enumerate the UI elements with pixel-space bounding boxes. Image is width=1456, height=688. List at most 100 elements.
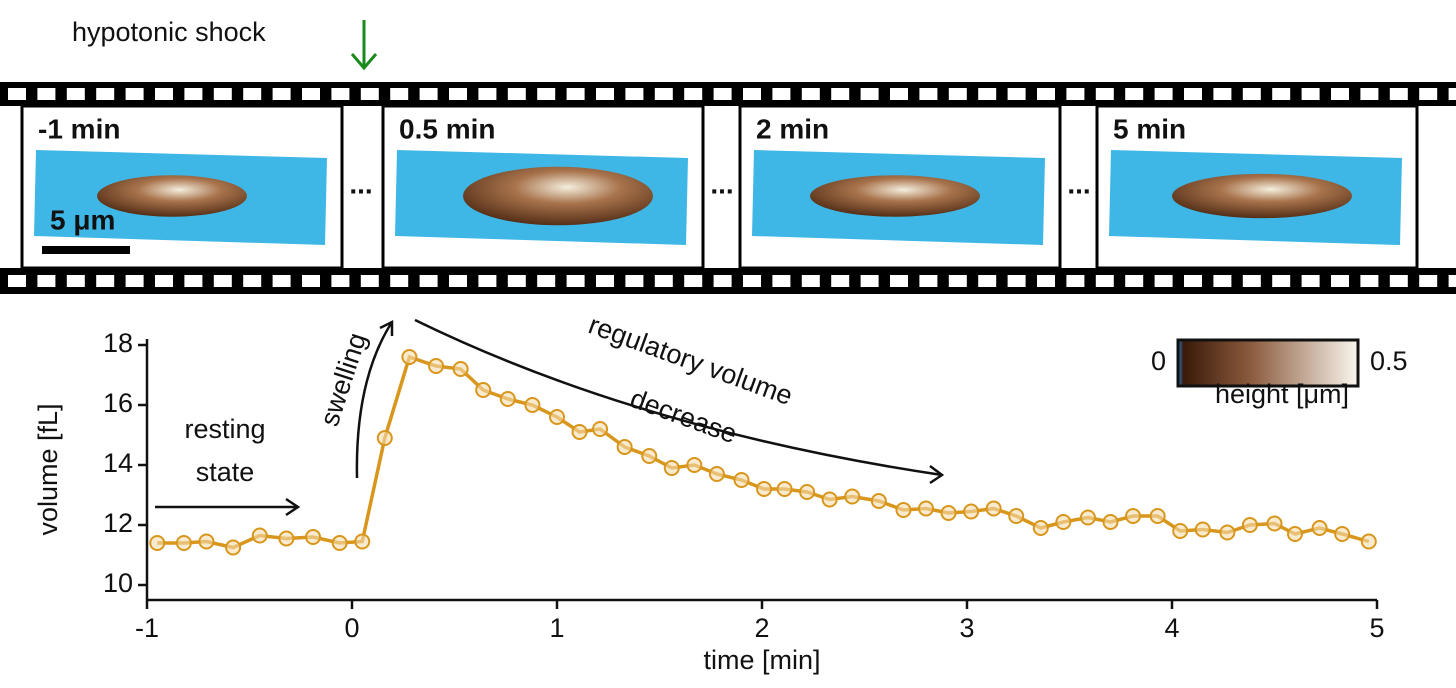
sprocket-hole	[743, 275, 761, 287]
x-tick-label: 2	[754, 613, 769, 643]
sprocket-hole	[596, 88, 614, 100]
y-tick-label: 10	[103, 568, 133, 598]
scale-bar-label: 5 μm	[50, 204, 115, 235]
event-label: hypotonic shock	[72, 17, 266, 47]
x-tick-label: 1	[549, 613, 564, 643]
data-point	[199, 535, 213, 549]
sprocket-hole	[861, 275, 879, 287]
data-point	[1243, 518, 1257, 532]
sprocket-hole	[1008, 88, 1026, 100]
sprocket-hole	[1155, 88, 1173, 100]
x-axis-label: time [min]	[703, 645, 820, 675]
sprocket-hole	[1272, 88, 1290, 100]
data-point	[1104, 515, 1118, 529]
sprocket-hole	[861, 88, 879, 100]
sprocket-hole	[655, 88, 673, 100]
data-point	[279, 532, 293, 546]
sprocket-hole	[919, 88, 937, 100]
sprocket-hole	[1360, 88, 1378, 100]
data-point	[593, 422, 607, 436]
sprocket-hole	[184, 275, 202, 287]
x-tick-label: 4	[1164, 613, 1179, 643]
x-tick-label: -1	[135, 613, 159, 643]
data-point	[476, 383, 490, 397]
sprocket-hole	[478, 88, 496, 100]
data-point	[942, 506, 956, 520]
data-point	[1009, 509, 1023, 523]
data-point	[1126, 509, 1140, 523]
sprocket-hole	[567, 275, 585, 287]
sprocket-hole	[1066, 275, 1084, 287]
sprocket-hole	[214, 88, 232, 100]
sprocket-hole	[949, 88, 967, 100]
sprocket-hole	[420, 275, 438, 287]
data-point	[525, 398, 539, 412]
sprocket-hole	[1037, 88, 1055, 100]
sprocket-hole	[1243, 275, 1261, 287]
sprocket-hole	[1449, 88, 1456, 100]
sprocket-hole	[596, 275, 614, 287]
frame-label: 0.5 min	[399, 113, 495, 144]
sprocket-hole	[1419, 275, 1437, 287]
scale-bar	[42, 246, 130, 254]
sprocket-hole	[273, 88, 291, 100]
sprocket-hole	[919, 275, 937, 287]
data-point	[665, 461, 679, 475]
data-point	[1268, 517, 1282, 531]
sprocket-hole	[1096, 275, 1114, 287]
y-tick-label: 18	[103, 328, 133, 358]
data-point	[1081, 511, 1095, 525]
sprocket-hole	[243, 275, 261, 287]
sprocket-hole	[449, 88, 467, 100]
data-point	[800, 485, 814, 499]
annotation: state	[196, 457, 255, 487]
data-point	[618, 440, 632, 454]
sprocket-hole	[1243, 88, 1261, 100]
x-tick-label: 5	[1369, 613, 1384, 643]
sprocket-hole	[890, 275, 908, 287]
sprocket-hole	[508, 275, 526, 287]
sprocket-hole	[1096, 88, 1114, 100]
data-point	[226, 541, 240, 555]
sprocket-hole	[743, 88, 761, 100]
frame-label: 5 min	[1113, 113, 1186, 144]
sprocket-hole	[802, 275, 820, 287]
sprocket-hole	[537, 275, 555, 287]
sprocket-hole	[331, 88, 349, 100]
annotation: swelling	[314, 329, 372, 430]
sprocket-hole	[449, 275, 467, 287]
sprocket-hole	[302, 275, 320, 287]
x-tick-label: 0	[344, 613, 359, 643]
sprocket-hole	[243, 88, 261, 100]
data-point	[845, 490, 859, 504]
data-point	[872, 494, 886, 508]
data-point	[1313, 521, 1327, 535]
sprocket-hole	[508, 88, 526, 100]
sprocket-hole	[1390, 88, 1408, 100]
sprocket-hole	[1331, 275, 1349, 287]
cell	[463, 167, 653, 226]
y-tick-label: 16	[103, 388, 133, 418]
sprocket-hole	[1066, 88, 1084, 100]
data-point	[378, 431, 392, 445]
sprocket-hole	[1302, 88, 1320, 100]
data-point	[501, 392, 515, 406]
annotation-arrows	[155, 320, 942, 515]
y-axis-label: volume [fL]	[33, 403, 63, 535]
sprocket-hole	[1184, 275, 1202, 287]
annotation: resting	[184, 414, 265, 444]
annotation: decrease	[626, 383, 741, 449]
cell	[1172, 174, 1352, 218]
sprocket-hole	[1184, 88, 1202, 100]
data-point	[778, 482, 792, 496]
event-arrow	[352, 20, 376, 68]
data-point	[306, 530, 320, 544]
frame-label: -1 min	[38, 113, 120, 144]
data-point	[687, 458, 701, 472]
sprocket-hole	[1125, 88, 1143, 100]
data-point	[1173, 524, 1187, 538]
sprocket-hole	[978, 275, 996, 287]
sprocket-hole	[1213, 88, 1231, 100]
data-point	[919, 502, 933, 516]
data-point	[177, 536, 191, 550]
